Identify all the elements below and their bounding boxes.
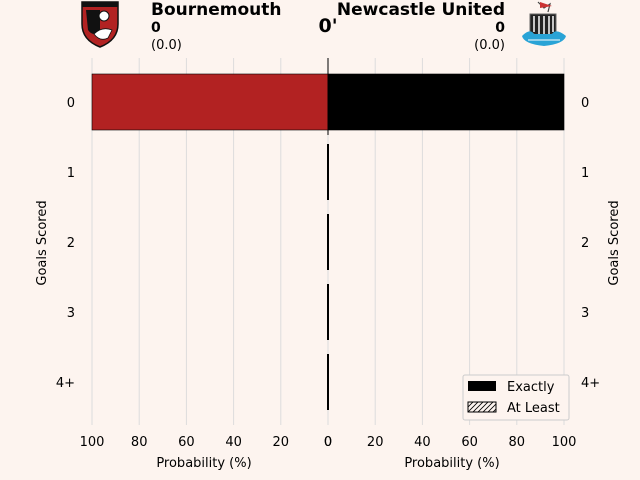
away-xg: (0.0) <box>474 38 505 53</box>
x-axis-label-right: Probability (%) <box>404 456 499 471</box>
x-tick-left: 40 <box>225 435 242 450</box>
x-tick-left: 20 <box>273 435 290 450</box>
y-tick-right: 0 <box>581 96 589 111</box>
x-tick-right: 80 <box>509 435 526 450</box>
x-tick-right: 60 <box>461 435 478 450</box>
y-axis-label-left: Goals Scored <box>35 200 50 285</box>
y-tick-right: 1 <box>581 166 589 181</box>
home-team-name: Bournemouth <box>151 0 281 20</box>
home-xg: (0.0) <box>151 38 182 53</box>
x-tick-left: 100 <box>80 435 105 450</box>
legend-label-exactly: Exactly <box>507 380 555 395</box>
home-score: 0 <box>151 20 161 36</box>
y-tick-right: 3 <box>581 306 589 321</box>
x-tick-right: 20 <box>367 435 384 450</box>
y-tick-right: 4+ <box>581 376 600 391</box>
y-tick-left: 0 <box>67 96 75 111</box>
chart-legend: Exactly At Least <box>462 374 570 421</box>
away-bar-exactly <box>327 73 565 131</box>
legend-swatch-exactly <box>468 381 496 391</box>
y-tick-left: 4+ <box>56 376 75 391</box>
x-tick-right: 40 <box>414 435 431 450</box>
away-team-name: Newcastle United <box>337 0 505 20</box>
legend-swatch-at-least <box>467 401 497 413</box>
y-tick-left: 1 <box>67 166 75 181</box>
x-tick-right: 0 <box>324 435 332 450</box>
home-bar-exactly <box>91 73 329 131</box>
x-tick-left: 60 <box>178 435 195 450</box>
x-tick-left: 80 <box>131 435 148 450</box>
away-crest-icon <box>522 1 566 46</box>
x-tick-left: 0 <box>324 435 332 450</box>
y-tick-left: 3 <box>67 306 75 321</box>
x-axis-label-left: Probability (%) <box>156 456 251 471</box>
y-axis-label-right: Goals Scored <box>607 200 622 285</box>
y-tick-right: 2 <box>581 236 589 251</box>
match-minute: 0' <box>318 15 337 37</box>
home-crest-icon <box>81 1 119 48</box>
legend-label-at-least: At Least <box>507 401 560 416</box>
x-tick-right: 100 <box>552 435 577 450</box>
y-tick-left: 2 <box>67 236 75 251</box>
away-score: 0 <box>495 20 505 36</box>
